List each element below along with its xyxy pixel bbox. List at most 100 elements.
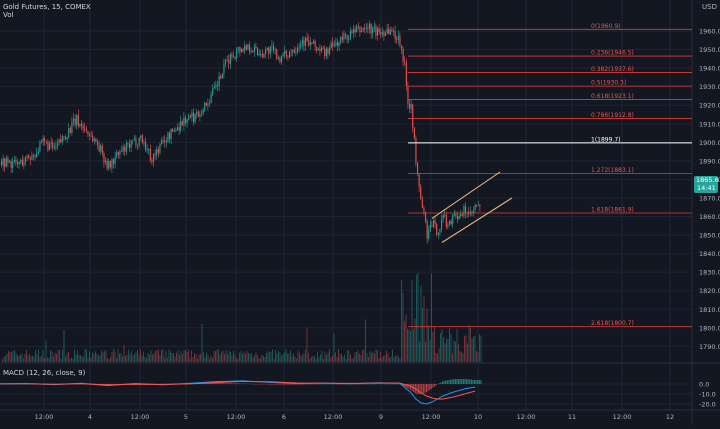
volume-bar <box>358 350 359 362</box>
volume-bar <box>340 354 341 362</box>
candle-body <box>281 56 282 62</box>
candle-body <box>331 42 332 47</box>
volume-bar <box>463 353 464 362</box>
volume-bar <box>8 351 9 362</box>
candle-body <box>286 51 287 57</box>
volume-bar <box>412 281 413 362</box>
volume-bar <box>110 357 111 362</box>
candle-body <box>3 158 4 165</box>
volume-bar <box>23 358 24 362</box>
volume-bar <box>307 328 308 362</box>
volume-bar <box>416 275 417 362</box>
macd-histogram-bar <box>458 379 459 384</box>
volume-bar <box>458 344 459 362</box>
volume-bar <box>166 351 167 362</box>
macd-histogram-bar <box>474 380 475 384</box>
volume-bar <box>176 353 177 362</box>
candle-body <box>179 127 180 130</box>
candle-body <box>28 155 29 159</box>
candle-body <box>94 139 95 141</box>
volume-bar <box>481 336 482 362</box>
volume-bar <box>266 353 267 362</box>
candle-body <box>414 128 415 139</box>
volume-bar <box>284 352 285 362</box>
macd-histogram-bar <box>274 384 275 385</box>
volume-bar <box>70 359 71 362</box>
volume-label: Vol <box>3 11 13 19</box>
macd-histogram-bar <box>448 380 449 384</box>
candle-body <box>273 46 274 50</box>
volume-bar <box>164 358 165 362</box>
volume-bar <box>139 355 140 362</box>
candle-body <box>244 45 245 50</box>
candle-body <box>118 152 119 154</box>
volume-bar <box>155 351 156 362</box>
macd-histogram-bar <box>234 383 235 384</box>
candle-body <box>39 141 40 151</box>
candle-body <box>398 36 399 40</box>
volume-bar <box>235 354 236 362</box>
candle-body <box>433 220 434 226</box>
volume-bar <box>313 356 314 362</box>
candle-body <box>71 121 72 133</box>
macd-histogram-bar <box>480 380 481 384</box>
volume-bar <box>226 350 227 362</box>
macd-histogram-bar <box>280 384 281 385</box>
macd-histogram-bar <box>271 384 272 385</box>
x-tick-label: 12:00 <box>35 413 54 421</box>
volume-bar <box>271 352 272 362</box>
candle-body <box>369 24 370 29</box>
candle-body <box>393 31 394 32</box>
volume-bar <box>415 319 416 362</box>
volume-bar <box>100 355 101 362</box>
volume-bar <box>224 354 225 362</box>
candle-body <box>447 225 448 227</box>
candle-body <box>119 151 120 154</box>
candle-body <box>223 64 224 74</box>
y-tick-label: 1840.0 <box>699 250 720 258</box>
volume-bar <box>404 321 405 362</box>
candle-body <box>43 138 44 141</box>
candle-body <box>327 49 328 54</box>
volume-bar <box>94 354 95 362</box>
volume-bar <box>151 350 152 362</box>
candle-body <box>243 49 244 51</box>
candle-body <box>33 155 34 156</box>
volume-bar <box>80 355 81 362</box>
volume-bar <box>343 357 344 362</box>
volume-bar <box>464 336 465 362</box>
volume-bar <box>332 356 333 362</box>
volume-bar <box>394 357 395 362</box>
volume-bar <box>121 353 122 362</box>
volume-bar <box>67 353 68 362</box>
candle-body <box>235 57 236 58</box>
candle-body <box>307 38 308 41</box>
volume-bar <box>136 352 137 362</box>
volume-bar <box>205 357 206 362</box>
volume-bar <box>448 339 449 362</box>
candle-body <box>316 47 317 51</box>
volume-bar <box>22 353 23 362</box>
candle-body <box>275 50 276 51</box>
volume-bar <box>175 356 176 362</box>
y-tick-label: 1960.0 <box>699 28 720 36</box>
candle-body <box>462 214 463 216</box>
candle-body <box>209 103 210 104</box>
candle-body <box>257 48 258 55</box>
candle-body <box>324 49 325 56</box>
candle-body <box>292 50 293 52</box>
volume-bar <box>217 350 218 362</box>
volume-bar <box>112 352 113 362</box>
candle-body <box>279 58 280 62</box>
candle-body <box>444 215 445 216</box>
volume-bar <box>259 358 260 362</box>
candle-body <box>79 124 80 126</box>
volume-bar <box>376 349 377 362</box>
volume-bar <box>41 356 42 362</box>
candle-body <box>84 129 85 130</box>
volume-bar <box>349 351 350 362</box>
candle-body <box>388 29 389 35</box>
candle-body <box>190 116 191 117</box>
volume-bar <box>53 357 54 362</box>
